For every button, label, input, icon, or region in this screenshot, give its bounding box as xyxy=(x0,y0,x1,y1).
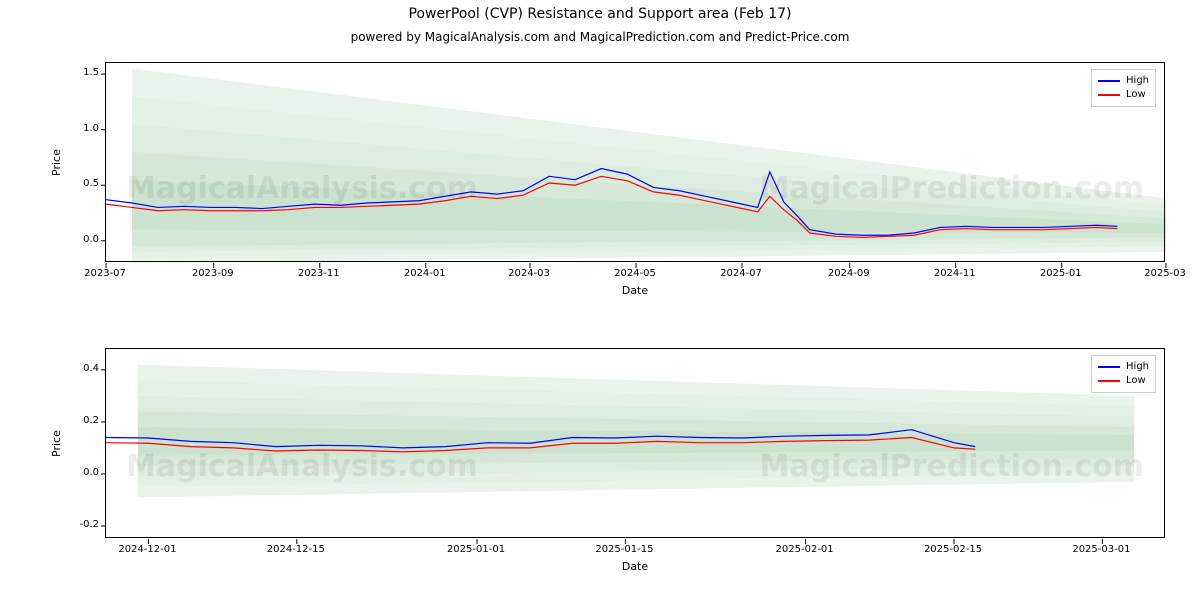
legend-swatch xyxy=(1098,366,1120,368)
x-tick-label: 2024-07 xyxy=(720,268,762,279)
y-tick-label: 0.2 xyxy=(65,415,99,426)
legend-label: High xyxy=(1126,74,1149,88)
y-tick-label: 1.0 xyxy=(65,123,99,134)
legend: HighLow xyxy=(1091,69,1156,107)
legend-label: Low xyxy=(1126,374,1146,388)
legend-item: Low xyxy=(1098,88,1149,102)
x-tick-label: 2024-12-01 xyxy=(118,544,176,555)
legend: HighLow xyxy=(1091,355,1156,393)
y-axis-label: Price xyxy=(50,149,63,176)
legend-swatch xyxy=(1098,380,1120,382)
x-tick-label: 2025-01-01 xyxy=(447,544,505,555)
x-tick-label: 2024-11 xyxy=(934,268,976,279)
x-tick-label: 2024-03 xyxy=(508,268,550,279)
x-tick-label: 2024-12-15 xyxy=(267,544,325,555)
chart-subtitle: powered by MagicalAnalysis.com and Magic… xyxy=(0,30,1200,44)
legend-label: Low xyxy=(1126,88,1146,102)
y-tick-label: -0.2 xyxy=(65,519,99,530)
x-tick-label: 2025-03-01 xyxy=(1072,544,1130,555)
top-chart-svg xyxy=(106,63,1166,263)
x-axis-label: Date xyxy=(105,284,1165,297)
legend-swatch xyxy=(1098,80,1120,82)
legend-item: High xyxy=(1098,360,1149,374)
y-tick-label: 1.5 xyxy=(65,67,99,78)
legend-swatch xyxy=(1098,94,1120,96)
legend-item: Low xyxy=(1098,374,1149,388)
top-chart-panel: MagicalAnalysis.com MagicalPrediction.co… xyxy=(105,62,1165,262)
figure: PowerPool (CVP) Resistance and Support a… xyxy=(0,0,1200,600)
legend-item: High xyxy=(1098,74,1149,88)
x-tick-label: 2023-09 xyxy=(192,268,234,279)
chart-title: PowerPool (CVP) Resistance and Support a… xyxy=(0,6,1200,22)
y-tick-label: 0.0 xyxy=(65,467,99,478)
x-tick-label: 2023-07 xyxy=(84,268,126,279)
bottom-chart-svg xyxy=(106,349,1166,539)
x-tick-label: 2025-02-01 xyxy=(776,544,834,555)
x-axis-label: Date xyxy=(105,560,1165,573)
x-tick-label: 2024-09 xyxy=(828,268,870,279)
x-tick-label: 2024-05 xyxy=(614,268,656,279)
x-tick-label: 2025-01 xyxy=(1040,268,1082,279)
y-tick-label: 0.4 xyxy=(65,363,99,374)
y-tick-label: 0.0 xyxy=(65,234,99,245)
x-tick-label: 2023-11 xyxy=(298,268,340,279)
x-tick-label: 2025-03 xyxy=(1144,268,1186,279)
bottom-chart-panel: MagicalAnalysis.com MagicalPrediction.co… xyxy=(105,348,1165,538)
y-tick-label: 0.5 xyxy=(65,178,99,189)
x-tick-label: 2025-01-15 xyxy=(595,544,653,555)
legend-label: High xyxy=(1126,360,1149,374)
x-tick-label: 2024-01 xyxy=(404,268,446,279)
x-tick-label: 2025-02-15 xyxy=(924,544,982,555)
y-axis-label: Price xyxy=(50,430,63,457)
